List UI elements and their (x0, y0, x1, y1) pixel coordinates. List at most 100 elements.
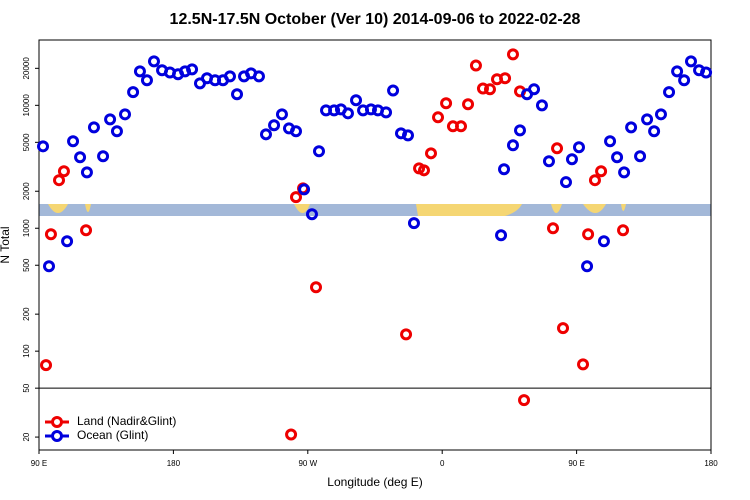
point (604, 135, 617, 148)
point (700, 66, 713, 79)
point (252, 70, 265, 83)
y-axis-label: N Total (0, 226, 12, 263)
point (577, 358, 590, 371)
x-tick-label: 90 E (31, 459, 47, 468)
point (87, 121, 100, 134)
point (402, 129, 415, 142)
point (617, 224, 630, 237)
point (407, 217, 420, 230)
y-tick-label: 2000 (22, 182, 31, 200)
point (542, 155, 555, 168)
point (582, 228, 595, 241)
point (53, 174, 66, 187)
point (43, 260, 56, 273)
point (618, 166, 631, 179)
point (400, 328, 413, 341)
point (275, 108, 288, 121)
point (432, 111, 445, 124)
point (313, 145, 325, 158)
y-tick-label: 50 (22, 383, 31, 392)
y-tick-label: 500 (22, 258, 31, 272)
point (305, 208, 318, 221)
point (684, 55, 697, 68)
y-tick-label: 200 (22, 307, 31, 321)
point (625, 121, 638, 134)
plot-frame (38, 39, 712, 451)
x-tick-label: 90 E (568, 459, 584, 468)
x-tick-label: 90 W (298, 459, 317, 468)
point (67, 135, 80, 148)
point (498, 163, 511, 176)
point (506, 139, 519, 152)
point (268, 119, 281, 132)
point (285, 428, 298, 441)
point (57, 165, 70, 178)
point (559, 176, 572, 189)
point (514, 124, 527, 137)
point (572, 141, 585, 154)
point (350, 94, 363, 107)
point (231, 88, 244, 101)
point (588, 174, 601, 187)
point (328, 104, 341, 117)
point (133, 65, 146, 78)
point (678, 74, 691, 87)
y-tick-label: 20 (22, 432, 31, 441)
map-strip (39, 204, 711, 216)
legend-label: Ocean (Glint) (77, 428, 148, 442)
point (499, 72, 512, 85)
legend-marker (51, 416, 63, 428)
x-tick-label: 180 (167, 459, 181, 468)
point (259, 128, 272, 141)
point (290, 125, 303, 138)
point (528, 83, 541, 96)
point (634, 150, 647, 163)
point (140, 74, 153, 87)
point (551, 142, 564, 155)
point (186, 63, 199, 76)
land-shapes (48, 204, 626, 216)
point (495, 229, 508, 242)
point (80, 224, 93, 237)
point (127, 86, 140, 99)
point (61, 235, 74, 248)
point (104, 113, 117, 126)
point (641, 113, 654, 126)
point (97, 150, 110, 163)
point (671, 65, 684, 78)
point (147, 55, 160, 68)
point (581, 260, 594, 273)
y-tick-label: 10000 (22, 94, 31, 117)
point (663, 86, 676, 99)
point (290, 191, 303, 204)
y-tick-label: 100 (22, 344, 31, 358)
point (119, 108, 132, 121)
point (611, 151, 624, 164)
ocean-strip (39, 204, 711, 216)
point (387, 84, 400, 97)
point (110, 125, 123, 138)
x-tick-label: 180 (704, 459, 718, 468)
x-tick-label: 0 (440, 459, 445, 468)
point (462, 98, 475, 111)
legend-label: Land (Nadir&Glint) (77, 414, 176, 428)
point (557, 322, 570, 335)
point (298, 183, 311, 196)
point (595, 165, 608, 178)
point (476, 82, 489, 95)
point (223, 70, 236, 83)
chart-title: 12.5N-17.5N October (Ver 10) 2014-09-06 … (170, 11, 581, 28)
point (654, 108, 667, 121)
point (341, 107, 354, 120)
point (80, 166, 93, 179)
point (469, 59, 482, 72)
y-tick-label: 5000 (22, 133, 31, 151)
point (425, 147, 437, 160)
x-axis-label: Longitude (deg E) (327, 475, 422, 489)
point (535, 99, 548, 112)
point (417, 164, 430, 177)
point (74, 151, 87, 164)
point (483, 83, 496, 96)
point (44, 228, 57, 241)
